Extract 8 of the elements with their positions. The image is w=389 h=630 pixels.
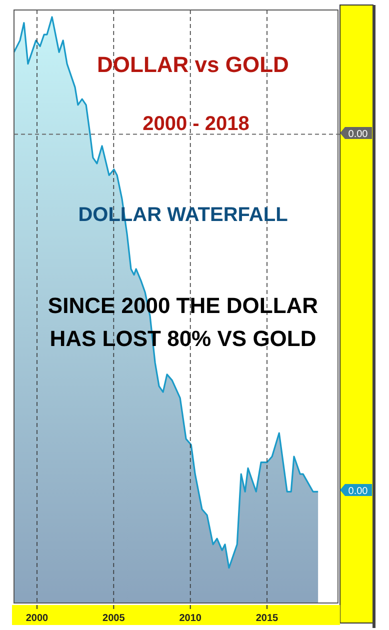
x-tick-label: 2010 xyxy=(179,613,202,624)
text: 0.00 xyxy=(348,486,368,497)
text: DOLLAR vs GOLD xyxy=(97,52,289,77)
text: 2000 - 2018 xyxy=(142,113,250,135)
text: 0.00 xyxy=(348,129,368,140)
x-tick-label: 2015 xyxy=(256,613,279,624)
x-tick-label: 2000 xyxy=(26,613,49,624)
x-tick-label: 2005 xyxy=(102,613,126,624)
